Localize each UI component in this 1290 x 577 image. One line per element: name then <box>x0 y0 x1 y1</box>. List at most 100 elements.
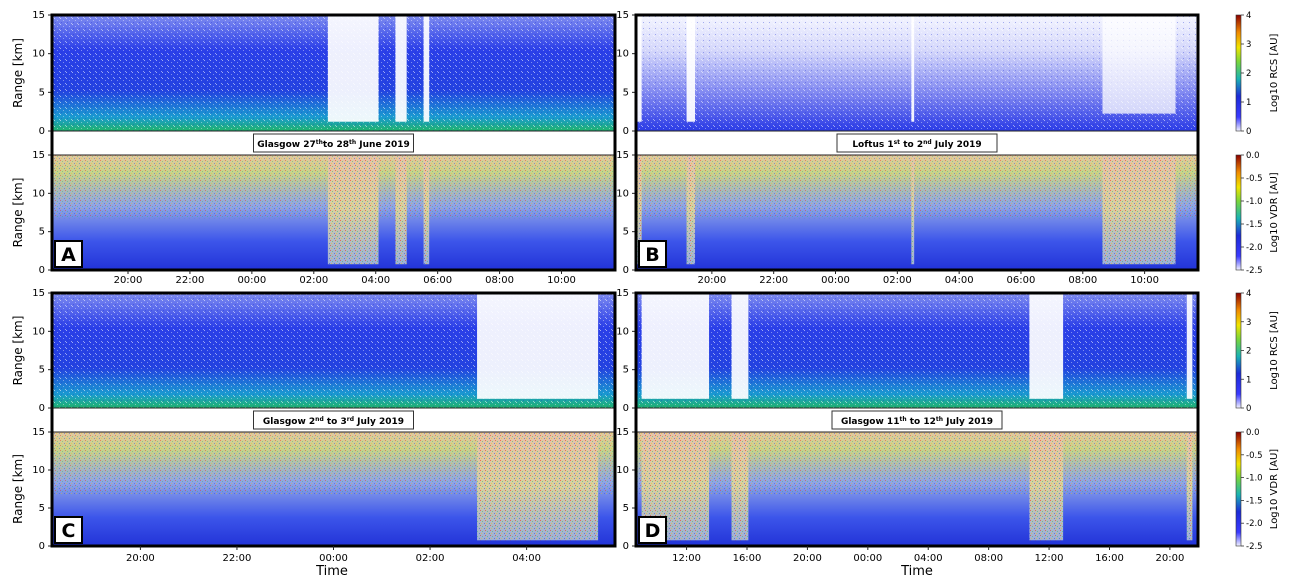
title-text: June 2019 <box>356 140 410 150</box>
time-tick-label: 00:00 <box>237 275 266 286</box>
time-tick-label: 20:00 <box>114 275 143 286</box>
title-text: to 3 <box>324 417 347 427</box>
range-axis-label: Range [km] <box>11 178 25 248</box>
range-tick-label: 0 <box>39 403 45 414</box>
panel-letter-box <box>54 516 83 544</box>
rcs-cloud-gap <box>641 293 710 399</box>
time-tick-label: 20:00 <box>126 553 155 564</box>
time-tick-label: 04:00 <box>361 275 390 286</box>
time-tick-label: 04:00 <box>914 553 943 564</box>
colorbar-tick-label: 3 <box>1246 318 1251 328</box>
vdr-noisy-speckle <box>686 155 696 265</box>
vdr-noisy-speckle <box>395 155 407 265</box>
rcs-cloud-gap <box>1186 293 1193 399</box>
vdr-noisy-speckle <box>1029 432 1064 541</box>
title-text: July 2019 <box>932 140 982 150</box>
time-tick-label: 08:00 <box>1068 275 1097 286</box>
panel-letter: A <box>61 244 76 266</box>
colorbar-tick-label: 0 <box>1246 127 1251 137</box>
range-tick-label: 10 <box>616 188 629 199</box>
colorbar-tick-label: -2.0 <box>1246 519 1263 529</box>
rcs-speckle <box>636 293 1198 408</box>
range-tick-label: 10 <box>32 49 45 60</box>
colorbar-tick-label: -1.0 <box>1246 474 1263 484</box>
time-tick-label: 02:00 <box>883 275 912 286</box>
rcs-cloud-gap <box>911 15 915 122</box>
range-tick-label: 5 <box>623 227 629 238</box>
colorbar-tick-label: 2 <box>1246 347 1251 357</box>
time-tick-label: 06:00 <box>423 275 452 286</box>
colorbar-label: Log10 RCS [AU] <box>1269 311 1280 390</box>
title-text: to 2 <box>900 140 923 150</box>
colorbar-tick-label: 0.0 <box>1246 428 1260 438</box>
title-text: Glasgow 2 <box>263 417 315 427</box>
time-tick-label: 00:00 <box>319 553 348 564</box>
title-superscript: nd <box>923 139 932 146</box>
panel-title: Glasgow 11th to 12th July 2019 <box>841 416 993 428</box>
title-text: Glasgow 27 <box>257 140 316 150</box>
title-superscript: st <box>894 139 901 146</box>
title-box <box>836 133 998 153</box>
time-tick-label: 08:00 <box>485 275 514 286</box>
panel-letter: D <box>645 520 661 542</box>
range-tick-label: 15 <box>616 288 629 299</box>
time-tick-label: 10:00 <box>1130 275 1159 286</box>
x-axis-label-left: Time <box>315 564 348 577</box>
time-tick-label: 08:00 <box>974 553 1003 564</box>
vdr-noisy-speckle <box>911 155 915 265</box>
range-tick-label: 10 <box>32 465 45 476</box>
rcs-cloud-gap <box>686 15 696 122</box>
range-tick-label: 5 <box>623 365 629 376</box>
colorbar-tick-label: -1.5 <box>1246 220 1263 230</box>
range-tick-label: 5 <box>623 87 629 98</box>
colorbar-label: Log10 VDR [AU] <box>1269 449 1280 529</box>
time-tick-label: 00:00 <box>821 275 850 286</box>
range-tick-label: 5 <box>39 227 45 238</box>
time-tick-label: 04:00 <box>512 553 541 564</box>
range-tick-label: 5 <box>39 87 45 98</box>
range-tick-label: 15 <box>32 288 45 299</box>
rcs-cloud-gap <box>395 15 407 122</box>
time-tick-label: 16:00 <box>733 553 762 564</box>
range-axis-label: Range [km] <box>11 38 25 108</box>
title-box <box>253 410 414 430</box>
panel-letter-box <box>638 240 667 268</box>
panel-b: 0 5 10 15 0 5 10 15 Loftus 1st to 2nd July 2019 B… <box>616 10 1200 286</box>
colorbar-tick-label: 1 <box>1246 98 1251 108</box>
range-tick-label: 5 <box>39 365 45 376</box>
range-tick-label: 0 <box>39 126 45 137</box>
time-tick-label: 04:00 <box>945 275 974 286</box>
title-superscript: th <box>899 416 906 423</box>
time-tick-label: 22:00 <box>223 553 252 564</box>
range-tick-label: 15 <box>616 10 629 21</box>
title-box <box>253 133 414 153</box>
range-tick-label: 10 <box>616 49 629 60</box>
range-tick-label: 10 <box>32 326 45 337</box>
colorbar-tick-label: 2 <box>1246 69 1251 79</box>
panel-title: Glasgow 2nd to 3rd July 2019 <box>263 416 404 428</box>
time-tick-label: 02:00 <box>416 553 445 564</box>
colorbar-tick-label: 0 <box>1246 404 1251 414</box>
range-tick-label: 15 <box>32 427 45 438</box>
time-tick-label: 00:00 <box>853 553 882 564</box>
time-tick-label: 22:00 <box>759 275 788 286</box>
title-text: Loftus 1 <box>852 140 893 150</box>
colorbar-tick-label: -1.0 <box>1246 197 1263 207</box>
colorbar-tick-label: -1.5 <box>1246 496 1263 506</box>
title-superscript: th <box>349 139 356 146</box>
colorbar-tick-label: 0.0 <box>1246 151 1260 161</box>
title-text: to 28 <box>323 140 349 150</box>
time-tick-label: 06:00 <box>1007 275 1036 286</box>
time-tick-label: 12:00 <box>1035 553 1064 564</box>
title-text: Glasgow 11 <box>841 417 900 427</box>
colorbar <box>1235 14 1242 132</box>
panel-c: 0 5 10 15 Range [km] 0 5 10 15 Range [km] Glasgow … <box>11 288 617 564</box>
colorbar-tick-label: -2.0 <box>1246 243 1263 253</box>
range-tick-label: 0 <box>623 265 629 276</box>
vdr-noisy-speckle <box>731 432 749 541</box>
time-tick-label: 22:00 <box>176 275 205 286</box>
panel-frame <box>50 13 617 272</box>
title-superscript: th <box>316 139 323 146</box>
